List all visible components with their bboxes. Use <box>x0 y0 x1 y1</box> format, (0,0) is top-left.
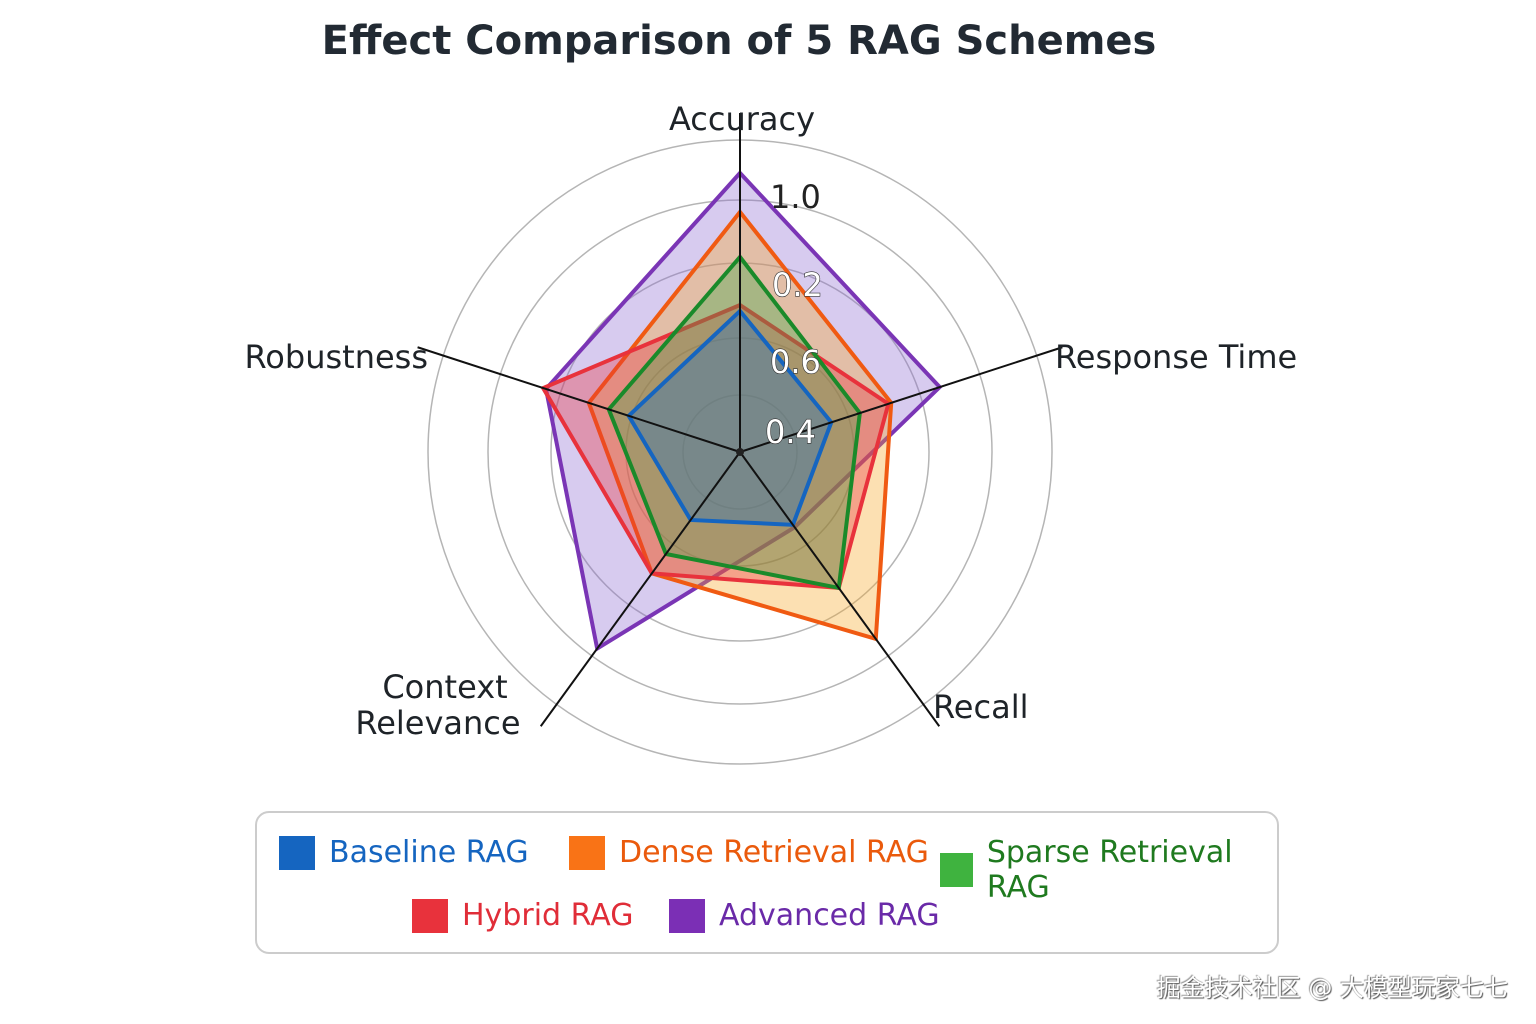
legend-item-advanced[interactable]: Advanced RAG <box>669 898 940 933</box>
radar-chart: 1.0 0.2 0.6 0.4 Accuracy Response Time Recall C… <box>245 100 1297 765</box>
legend-label: Baseline RAG <box>329 835 529 870</box>
legend-item-baseline[interactable]: Baseline RAG <box>279 835 529 870</box>
axis-line <box>539 451 741 727</box>
axis-label: Response Time <box>1055 338 1297 376</box>
axis-line <box>739 451 941 727</box>
legend-item-sparse[interactable]: Sparse Retrieval RAG <box>940 835 1277 905</box>
legend-label: Advanced RAG <box>719 898 940 933</box>
legend-item-hybrid[interactable]: Hybrid RAG <box>412 898 633 933</box>
axis-label: Context <box>382 668 507 706</box>
legend-swatch <box>669 898 705 933</box>
legend-swatch <box>569 835 605 870</box>
chart-title: Effect Comparison of 5 RAG Schemes <box>321 18 1157 64</box>
axis-label: Relevance <box>355 704 520 742</box>
legend-swatch <box>412 898 448 933</box>
legend-swatch <box>279 835 315 870</box>
legend-swatch <box>940 853 973 887</box>
legend-label: Hybrid RAG <box>462 898 634 933</box>
series-sparse-retrieval-rag <box>606 253 862 591</box>
tick-label: 0.6 <box>770 343 821 381</box>
tick-label: 0.4 <box>765 413 816 451</box>
axis-label: Accuracy <box>669 100 815 138</box>
tick-label: 0.2 <box>772 266 823 304</box>
axis-label: Recall <box>933 688 1028 726</box>
tick-label: 1.0 <box>770 178 821 216</box>
axis-label: Robustness <box>245 338 429 376</box>
legend-item-dense[interactable]: Dense Retrieval RAG <box>569 835 929 870</box>
axis-line <box>417 346 741 453</box>
legend: Baseline RAG Dense Retrieval RAG Sparse … <box>255 811 1279 954</box>
series-hybrid-rag <box>540 302 891 591</box>
legend-label: Sparse Retrieval RAG <box>986 835 1233 905</box>
series-baseline-rag <box>626 308 834 527</box>
watermark: 掘金技术社区 @ 大模型玩家七七 <box>1156 974 1508 1002</box>
axis-line <box>739 346 1063 453</box>
center-point <box>736 448 744 456</box>
legend-label: Dense Retrieval RAG <box>619 835 929 870</box>
